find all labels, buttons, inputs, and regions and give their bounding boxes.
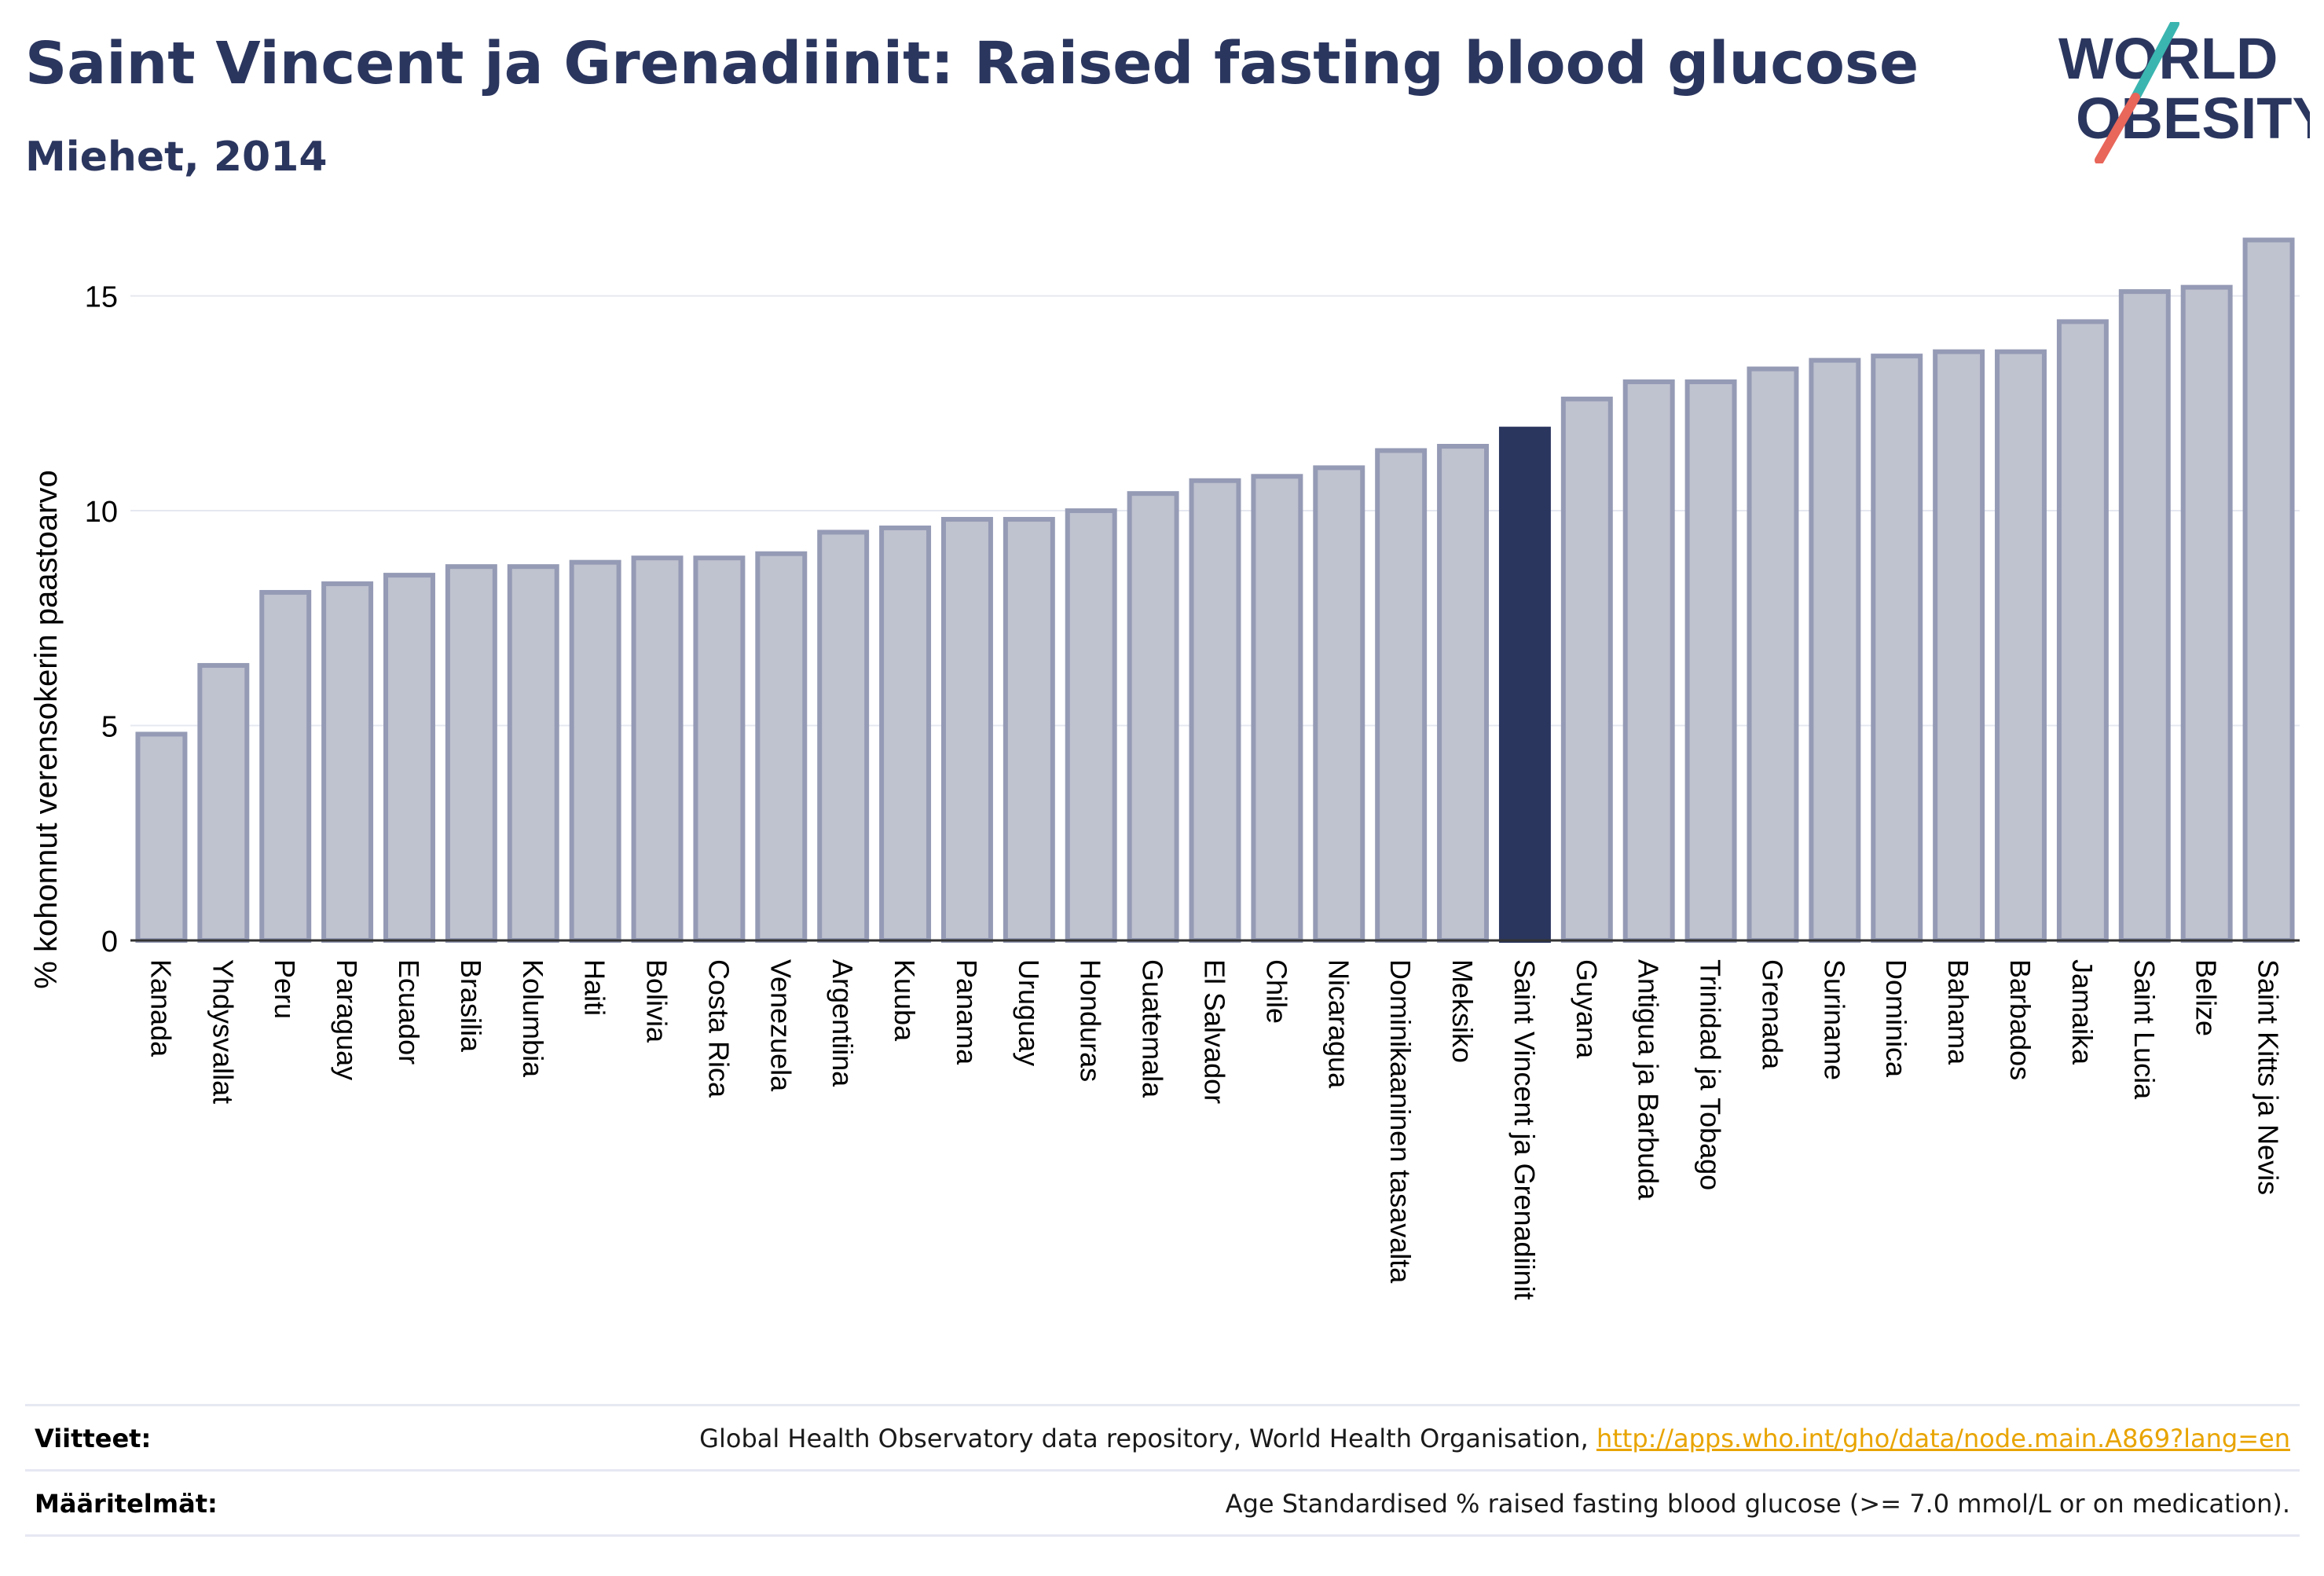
x-tick-label-paraguay: Paraguay: [331, 959, 363, 1080]
chart-subtitle: Miehet, 2014: [25, 134, 328, 181]
bar-bahama: [1933, 349, 1985, 943]
bar-kuuba: [879, 525, 932, 943]
x-tick-label-bolivia: Bolivia: [641, 959, 673, 1043]
definitions-text: Age Standardised % raised fasting blood …: [1225, 1489, 2290, 1519]
x-tick-label-kuuba: Kuuba: [889, 959, 921, 1042]
bar-dominikaaninen-tasavalta: [1375, 448, 1428, 943]
bar-yhdysvallat: [197, 662, 250, 943]
bar-guyana: [1560, 396, 1613, 943]
y-tick-label-0: 0: [101, 925, 118, 958]
x-tick-label-kolumbia: Kolumbia: [517, 959, 549, 1078]
references-source: Global Health Observatory data repositor…: [699, 1424, 1596, 1453]
bar-suriname: [1809, 357, 1861, 943]
x-tick-label-bahama: Bahama: [1942, 959, 1974, 1065]
x-tick-label-argentiina: Argentiina: [827, 959, 859, 1087]
references-text: Global Health Observatory data repositor…: [699, 1424, 2290, 1453]
bar-chart: 0 5 10 15 Kanada Yhdysvallat Peru Paraguay Ecua…: [29, 237, 2300, 1300]
y-tick-label-15: 15: [85, 281, 118, 314]
y-axis-title: % kohonnut verensokerin paastoarvo: [29, 470, 64, 988]
bar-haiti: [569, 559, 621, 943]
x-tick-label-brasilia: Brasilia: [455, 959, 487, 1053]
x-tick-label-venezuela: Venezuela: [764, 959, 797, 1092]
bar-ecuador: [383, 573, 435, 944]
x-tick-label-kanada: Kanada: [145, 959, 177, 1057]
y-tick-label-5: 5: [101, 711, 118, 744]
x-tick-label-panama: Panama: [951, 959, 983, 1065]
footer-divider: [25, 1534, 2300, 1537]
bar-barbados: [1995, 349, 2047, 943]
bar-el-salvador: [1189, 478, 1241, 943]
references-link[interactable]: http://apps.who.int/gho/data/node.main.A…: [1596, 1424, 2290, 1453]
world-obesity-logo: WORLD OBESITY: [2058, 22, 2310, 163]
definitions-label: Määritelmät:: [35, 1489, 218, 1519]
bar-guatemala: [1127, 491, 1179, 943]
bar-dominica: [1871, 354, 1923, 943]
x-tick-label-dominica: Dominica: [1880, 959, 1912, 1078]
bar-kolumbia: [507, 564, 559, 944]
x-tick-label-suriname: Suriname: [1818, 959, 1850, 1080]
bar-kanada: [135, 731, 188, 944]
y-tick-label-10: 10: [85, 496, 118, 529]
x-tick-label-el-salvador: El Salvador: [1199, 959, 1231, 1104]
bar-honduras: [1065, 508, 1117, 943]
x-tick-label-grenada: Grenada: [1756, 959, 1788, 1070]
bar-meksiko: [1437, 444, 1490, 943]
x-tick-label-ecuador: Ecuador: [393, 959, 425, 1065]
x-tick-label-saint-kitts-ja-nevis: Saint Kitts ja Nevis: [2253, 959, 2285, 1195]
x-tick-label-saint-lucia: Saint Lucia: [2128, 959, 2161, 1100]
x-tick-label-guyana: Guyana: [1571, 959, 1603, 1059]
bar-nicaragua: [1313, 465, 1365, 943]
bar-bolivia: [631, 555, 684, 944]
bar-antigua-ja-barbuda: [1622, 379, 1675, 943]
bar-chile: [1251, 474, 1303, 943]
x-tick-label-yhdysvallat: Yhdysvallat: [207, 959, 239, 1104]
bar-costa-rica: [693, 555, 746, 944]
bar-belize: [2180, 284, 2233, 943]
x-tick-label-honduras: Honduras: [1075, 959, 1107, 1082]
x-tick-label-uruguay: Uruguay: [1013, 959, 1045, 1066]
bar-saint-vincent-ja-grenadiinit: [1498, 427, 1551, 943]
x-tick-label-jamaika: Jamaika: [2066, 959, 2099, 1065]
x-tick-label-guatemala: Guatemala: [1137, 959, 1169, 1098]
x-tick-label-dominikaaninen-tasavalta: Dominikaaninen tasavalta: [1384, 959, 1417, 1284]
bar-jamaika: [2056, 319, 2109, 943]
bar-grenada: [1747, 366, 1799, 943]
bar-panama: [940, 516, 993, 943]
bar-paraguay: [321, 581, 374, 944]
bar-argentiina: [817, 530, 870, 943]
chart-title: Saint Vincent ja Grenadiinit: Raised fas…: [25, 30, 1919, 97]
x-tick-label-chile: Chile: [1260, 959, 1292, 1024]
x-tick-label-trinidad-ja-tobago: Trinidad ja Tobago: [1695, 959, 1727, 1190]
references-row: Viitteet: Global Health Observatory data…: [25, 1404, 2300, 1468]
definitions-row: Määritelmät: Age Standardised % raised f…: [25, 1469, 2300, 1534]
references-label: Viitteet:: [35, 1424, 152, 1453]
x-tick-label-antigua-ja-barbuda: Antigua ja Barbuda: [1633, 959, 1665, 1200]
x-tick-labels: Kanada Yhdysvallat Peru Paraguay Ecuador Bras…: [145, 959, 2284, 1300]
x-tick-label-haiti: Haiti: [579, 959, 611, 1016]
bar-saint-lucia: [2118, 289, 2171, 944]
x-tick-label-peru: Peru: [269, 959, 301, 1019]
bar-venezuela: [755, 551, 808, 943]
bar-peru: [259, 589, 312, 943]
logo-slash-top: [2131, 22, 2179, 102]
bar-trinidad-ja-tobago: [1684, 379, 1737, 943]
x-tick-label-saint-vincent-ja-grenadiinit: Saint Vincent ja Grenadiinit: [1508, 959, 1541, 1300]
bar-uruguay: [1003, 516, 1055, 943]
logo-slash-bottom: [2095, 93, 2140, 163]
x-tick-label-barbados: Barbados: [2004, 959, 2036, 1080]
x-tick-label-meksiko: Meksiko: [1446, 959, 1479, 1063]
bar-brasilia: [445, 564, 497, 944]
x-tick-label-belize: Belize: [2190, 959, 2223, 1036]
x-tick-label-nicaragua: Nicaragua: [1322, 959, 1354, 1089]
bars: [135, 237, 2295, 944]
x-tick-label-costa-rica: Costa Rica: [702, 959, 735, 1098]
y-tick-labels: 0 5 10 15: [85, 281, 118, 958]
bar-saint-kitts-ja-nevis: [2242, 237, 2295, 944]
